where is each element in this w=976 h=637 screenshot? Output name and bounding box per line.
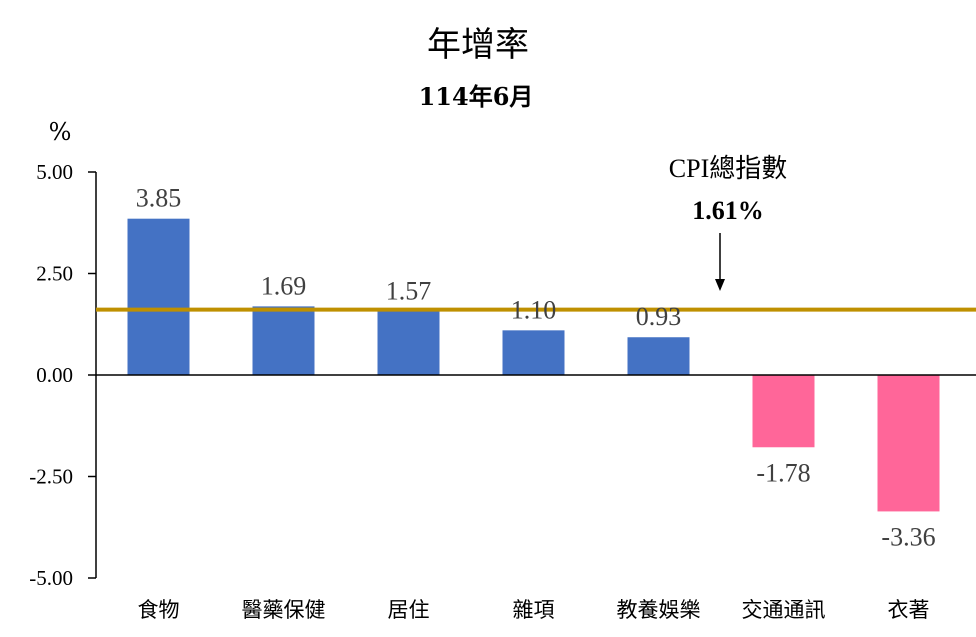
bar-6 [752, 375, 815, 448]
data-label: -3.36 [881, 522, 935, 551]
chart-subtitle: 114年6月 [419, 82, 534, 111]
y-axis-unit: % [49, 118, 72, 146]
bar-5 [627, 337, 690, 375]
data-label: 3.85 [136, 184, 182, 213]
y-tick-label: 2.50 [36, 262, 73, 286]
category-label: 衣著 [888, 598, 930, 622]
category-label: 居住 [388, 598, 430, 622]
bars [127, 218, 940, 512]
bar-1 [127, 218, 190, 375]
bar-2 [252, 306, 315, 375]
bar-4 [502, 330, 565, 375]
data-label: 0.93 [636, 302, 682, 331]
data-labels: 3.85 1.69 1.57 1.10 0.93 -1.78 -3.36 [136, 184, 936, 552]
category-label: 食物 [138, 598, 180, 622]
data-label: -1.78 [756, 458, 810, 487]
category-label: 醫藥保健 [242, 598, 326, 622]
bar-7 [877, 375, 940, 512]
category-label: 雜項 [513, 598, 555, 622]
category-labels: 食物 醫藥保健 居住 雜項 教養娛樂 交通通訊 衣著 [138, 598, 930, 622]
data-label: 1.57 [386, 276, 432, 305]
data-label: 1.10 [511, 295, 557, 324]
chart-title: 年增率 [427, 25, 529, 65]
cpi-annotation-arrowhead [715, 279, 725, 291]
category-label: 教養娛樂 [617, 598, 701, 622]
data-label: 1.69 [261, 271, 307, 300]
bar-3 [377, 311, 440, 375]
cpi-annotation-value: 1.61% [692, 196, 764, 225]
y-tick-label: 5.00 [36, 160, 73, 184]
category-label: 交通通訊 [742, 598, 826, 622]
y-axis-ticks: 5.00 2.50 0.00 -2.50 -5.00 [29, 160, 96, 590]
cpi-annotation-label: CPI總指數 [669, 154, 787, 183]
y-tick-label: 0.00 [36, 363, 73, 387]
y-tick-label: -2.50 [29, 465, 73, 489]
y-tick-label: -5.00 [29, 566, 73, 590]
